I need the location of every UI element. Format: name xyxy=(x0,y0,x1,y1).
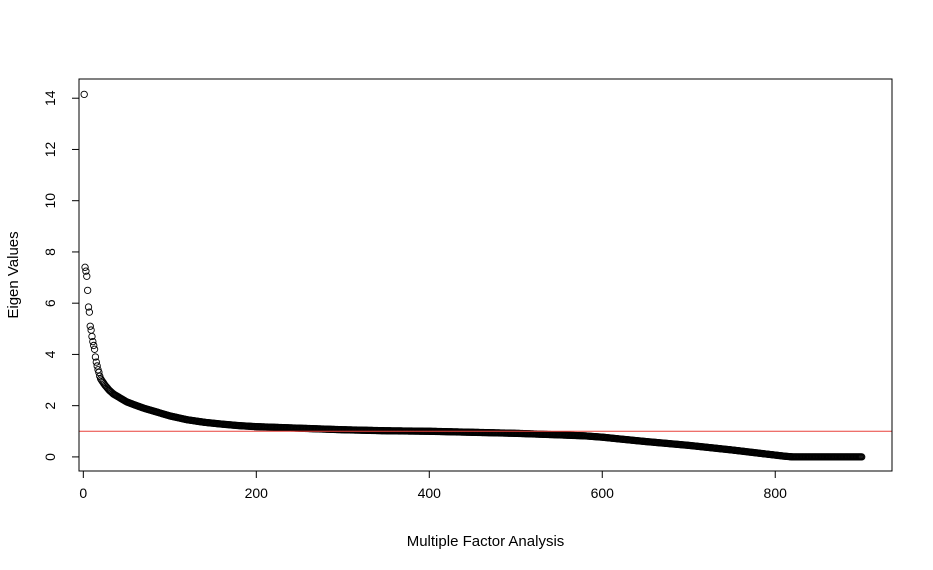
y-tick-label: 8 xyxy=(42,248,58,256)
data-point xyxy=(858,453,866,461)
data-point xyxy=(80,90,88,99)
y-tick-label: 10 xyxy=(42,193,58,209)
data-point xyxy=(81,263,89,271)
y-axis-label: Eigen Values xyxy=(5,231,22,318)
x-tick-label: 200 xyxy=(245,485,269,501)
data-point xyxy=(91,353,100,361)
x-tick-label: 600 xyxy=(591,485,615,501)
data-point xyxy=(84,303,93,311)
data-point xyxy=(84,286,92,295)
x-tick-label: 0 xyxy=(79,485,87,501)
y-axis: 0 2 4 6 8 10 12 14 xyxy=(42,90,80,461)
data-point xyxy=(90,345,99,353)
plot-frame xyxy=(78,78,893,472)
data-point xyxy=(89,337,97,346)
data-point xyxy=(82,267,90,275)
data-point xyxy=(85,308,94,316)
x-axis-label: Multiple Factor Analysis xyxy=(407,533,565,550)
data-point xyxy=(83,272,91,280)
y-tick-label: 6 xyxy=(42,299,58,307)
data-point xyxy=(87,326,95,334)
y-tick-label: 0 xyxy=(42,453,58,461)
data-point xyxy=(90,341,98,350)
x-tick-label: 800 xyxy=(764,485,788,501)
data-points xyxy=(80,90,866,461)
y-tick-label: 4 xyxy=(42,350,58,358)
y-tick-label: 14 xyxy=(42,90,58,106)
data-point xyxy=(86,322,94,330)
y-tick-label: 12 xyxy=(42,141,58,157)
x-tick-label: 400 xyxy=(418,485,442,501)
x-axis: 0 200 400 600 800 xyxy=(79,470,788,501)
data-point xyxy=(92,358,100,366)
y-tick-label: 2 xyxy=(42,402,58,410)
data-point xyxy=(88,332,96,341)
